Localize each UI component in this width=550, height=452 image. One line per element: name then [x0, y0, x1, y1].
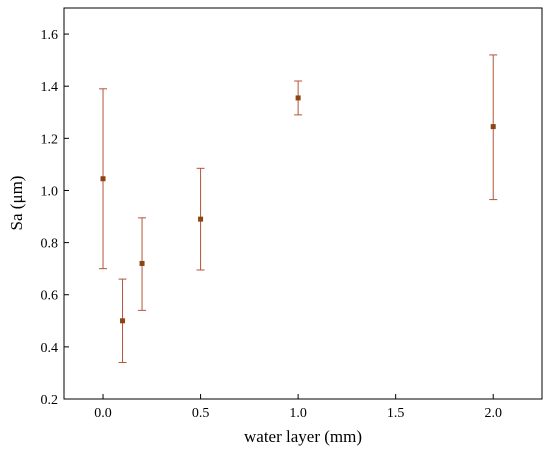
x-tick-label: 1.0 [289, 406, 307, 421]
y-tick-label: 1.6 [41, 28, 59, 43]
x-tick-label: 2.0 [484, 406, 502, 421]
y-tick-label: 0.4 [41, 341, 59, 356]
y-tick-label: 1.4 [41, 80, 59, 95]
x-tick-label: 0.5 [192, 406, 210, 421]
y-tick-label: 1.2 [41, 132, 59, 147]
data-point [100, 176, 106, 182]
data-series [99, 54, 498, 364]
x-tick-label: 0.0 [94, 406, 112, 421]
y-tick-label: 1.0 [41, 184, 59, 199]
y-axis-label: Sa (μm) [7, 176, 26, 231]
data-point [198, 216, 204, 222]
data-point [120, 318, 126, 324]
y-tick-label: 0.6 [41, 289, 59, 304]
y-axis: 0.2 0.4 0.6 0.8 1.0 1.2 1.4 1.6 [41, 28, 69, 408]
x-axis-label: water layer (mm) [244, 427, 362, 446]
data-point [295, 95, 301, 101]
plot-area [63, 7, 543, 400]
x-tick-label: 1.5 [387, 406, 405, 421]
data-point [490, 124, 496, 130]
data-point [139, 260, 145, 266]
x-axis: 0.0 0.5 1.0 1.5 2.0 [94, 394, 502, 421]
y-tick-label: 0.8 [41, 237, 59, 252]
y-tick-label: 0.2 [41, 393, 59, 408]
